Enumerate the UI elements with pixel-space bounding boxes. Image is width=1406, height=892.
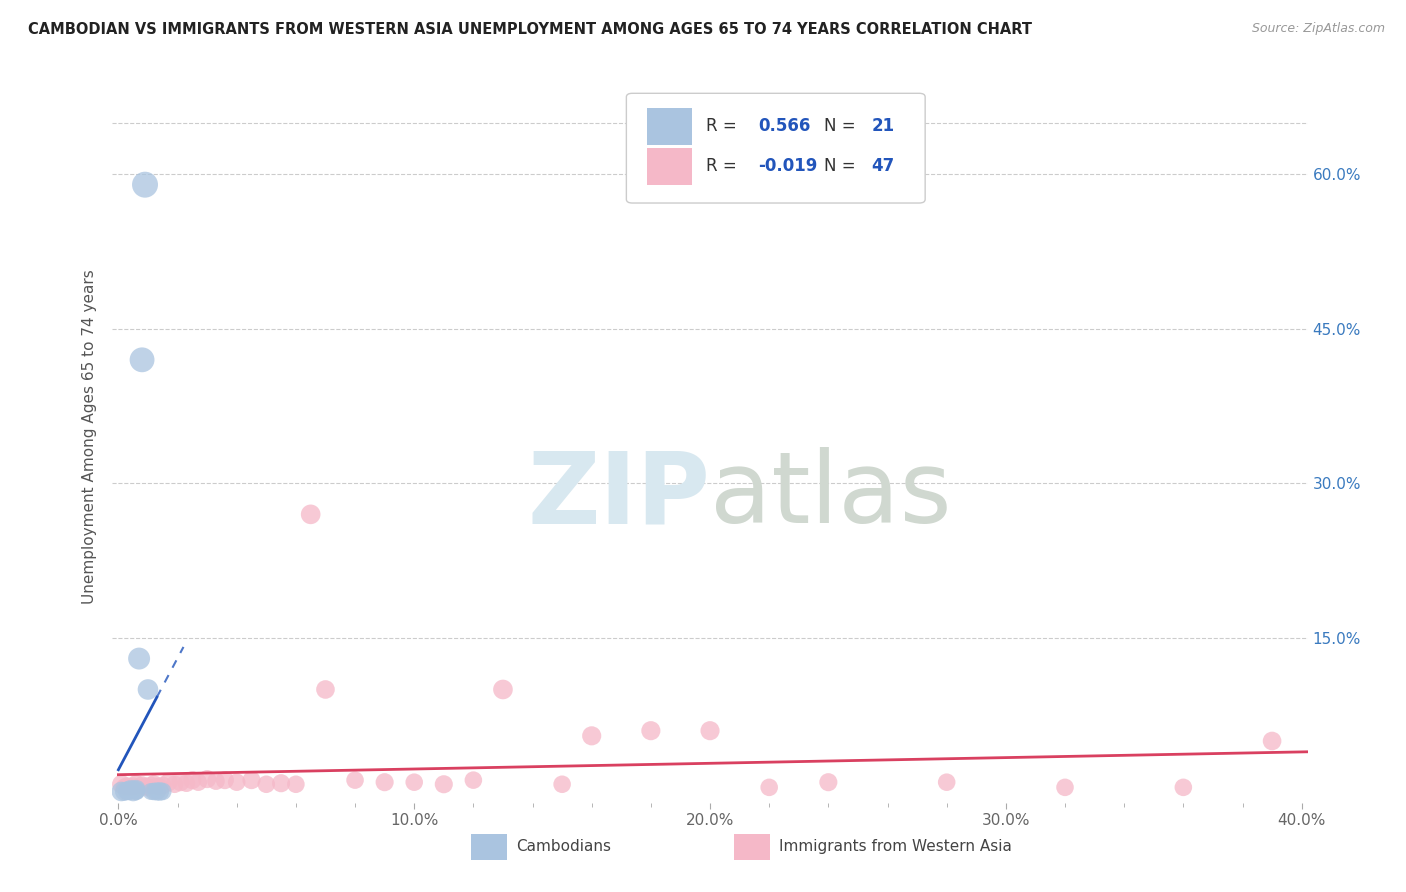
Point: [404, 775, 426, 789]
Point: [122, 782, 145, 797]
Point: [1173, 780, 1195, 795]
Point: [344, 773, 367, 788]
Point: [214, 773, 236, 788]
Point: [195, 772, 218, 786]
FancyBboxPatch shape: [471, 833, 508, 860]
Text: 21: 21: [872, 117, 894, 136]
Text: 0.566: 0.566: [758, 117, 810, 136]
Point: [374, 775, 396, 789]
Point: [112, 784, 135, 798]
Point: [142, 777, 165, 791]
Point: [142, 784, 165, 798]
Point: [146, 780, 169, 794]
Point: [1261, 734, 1284, 748]
Point: [120, 784, 142, 798]
FancyBboxPatch shape: [647, 108, 692, 145]
Text: Source: ZipAtlas.com: Source: ZipAtlas.com: [1251, 22, 1385, 36]
Point: [299, 508, 322, 522]
Point: [125, 784, 148, 798]
Point: [935, 775, 957, 789]
FancyBboxPatch shape: [734, 833, 770, 860]
Point: [110, 777, 132, 791]
Point: [117, 783, 139, 797]
Point: [181, 773, 204, 788]
Point: [117, 784, 139, 798]
Y-axis label: Unemployment Among Ages 65 to 74 years: Unemployment Among Ages 65 to 74 years: [82, 269, 97, 605]
Text: CAMBODIAN VS IMMIGRANTS FROM WESTERN ASIA UNEMPLOYMENT AMONG AGES 65 TO 74 YEARS: CAMBODIAN VS IMMIGRANTS FROM WESTERN ASI…: [28, 22, 1032, 37]
Point: [136, 682, 159, 697]
Point: [463, 773, 485, 788]
Point: [187, 775, 209, 789]
Point: [640, 723, 662, 738]
Point: [112, 780, 135, 795]
Point: [128, 651, 150, 665]
Point: [758, 780, 780, 795]
Point: [146, 784, 169, 798]
Text: R =: R =: [706, 158, 737, 176]
Text: 47: 47: [872, 158, 894, 176]
Text: atlas: atlas: [710, 447, 952, 544]
Point: [136, 780, 159, 795]
Point: [169, 775, 191, 789]
Point: [157, 775, 180, 789]
Point: [152, 784, 174, 798]
Point: [131, 352, 153, 367]
Point: [134, 178, 156, 192]
Point: [134, 780, 156, 794]
Point: [699, 723, 721, 738]
Point: [120, 782, 142, 797]
Point: [1053, 780, 1076, 795]
Text: -0.019: -0.019: [758, 158, 817, 176]
Point: [128, 780, 150, 795]
Point: [163, 777, 186, 791]
Point: [120, 780, 142, 795]
Point: [205, 774, 228, 789]
Point: [152, 778, 174, 792]
Point: [149, 780, 172, 795]
Text: R =: R =: [706, 117, 737, 136]
Point: [149, 784, 172, 798]
Point: [120, 783, 142, 797]
FancyBboxPatch shape: [627, 94, 925, 203]
Point: [139, 778, 162, 792]
Point: [284, 777, 307, 791]
Point: [270, 776, 292, 790]
Point: [314, 682, 336, 697]
Text: Cambodians: Cambodians: [516, 839, 612, 855]
Point: [117, 780, 139, 794]
Point: [125, 782, 148, 797]
Point: [125, 783, 148, 797]
Point: [433, 777, 456, 791]
Text: ZIP: ZIP: [527, 447, 710, 544]
Point: [551, 777, 574, 791]
Point: [817, 775, 839, 789]
Text: N =: N =: [824, 117, 855, 136]
Text: Immigrants from Western Asia: Immigrants from Western Asia: [779, 839, 1012, 855]
Point: [176, 776, 198, 790]
Point: [581, 729, 603, 743]
Point: [122, 780, 145, 794]
Point: [254, 777, 277, 791]
Point: [131, 778, 153, 792]
Text: N =: N =: [824, 158, 855, 176]
Point: [110, 784, 132, 798]
Point: [240, 773, 263, 788]
FancyBboxPatch shape: [647, 148, 692, 185]
Point: [225, 775, 247, 789]
Point: [122, 784, 145, 798]
Point: [492, 682, 515, 697]
Point: [139, 784, 162, 798]
Point: [125, 777, 148, 791]
